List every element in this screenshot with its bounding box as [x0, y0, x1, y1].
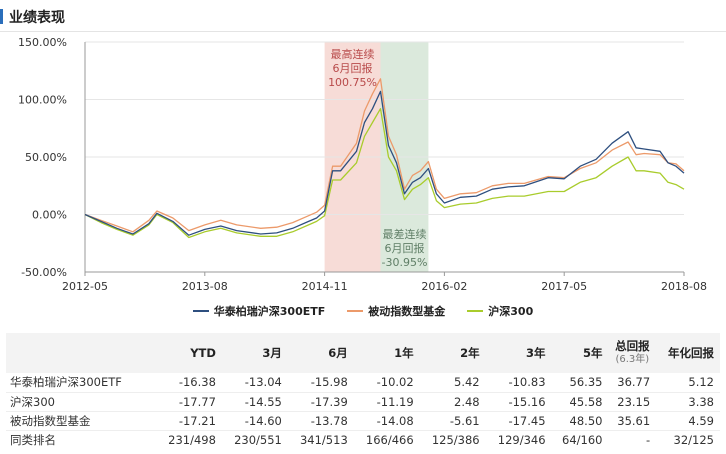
- table-cell: -: [646, 432, 651, 447]
- best-period-label: 6月回报: [333, 61, 373, 75]
- table-cell: -17.77: [156, 392, 222, 412]
- table-cell: -13.78: [287, 411, 354, 431]
- series-layer: [84, 78, 685, 239]
- worst-period-label: 6月回报: [384, 241, 424, 255]
- table-cell: 125/386: [431, 432, 480, 447]
- table-cell: -17.21: [156, 411, 222, 431]
- table-header-3m: 3月: [221, 333, 288, 373]
- y-tick-label: 50.00%: [25, 151, 67, 164]
- table-row: 沪深300 -17.77 -14.55 -17.39 -11.19 2.48 -…: [6, 392, 720, 412]
- table-cell: 231/498: [168, 432, 216, 447]
- table-cell: -13.04: [221, 373, 288, 393]
- y-tick-label: 150.00%: [18, 36, 67, 49]
- table-cell: 35.61: [608, 411, 657, 431]
- table-header-6m: 6月: [287, 333, 354, 373]
- table-cell: 56.35: [551, 373, 609, 393]
- table-cell: 48.50: [551, 411, 609, 431]
- table-header-total-label: 总回报: [615, 339, 650, 353]
- page-title: 业绩表现: [9, 10, 65, 26]
- legend-swatch-index: [467, 310, 484, 312]
- table-header-1y: 1年: [353, 333, 420, 373]
- table-cell: 5.42: [419, 373, 486, 393]
- table-cell: 5.12: [656, 373, 720, 393]
- table-cell: 36.77: [608, 373, 657, 393]
- table-header-annualized: 年化回报: [656, 333, 720, 373]
- table-cell: 129/346: [497, 432, 546, 447]
- table-header-total-sub: (6.3年): [615, 354, 650, 365]
- table-header-3y: 3年: [485, 333, 552, 373]
- chart-legend: 华泰柏瑞沪深300ETF 被动指数型基金 沪深300: [0, 300, 726, 322]
- table-cell: 32/125: [673, 432, 714, 447]
- table-row: 被动指数型基金 -17.21 -14.60 -13.78 -14.08 -5.6…: [6, 411, 720, 431]
- table-header-row: YTD 3月 6月 1年 2年 3年 5年 总回报 (6.3年) 年化回报: [6, 333, 720, 373]
- x-tick-label: 2018-08: [661, 280, 707, 293]
- table-cell: -10.83: [485, 373, 552, 393]
- series-line-index: [84, 108, 685, 239]
- x-tick-label: 2014-11: [302, 280, 348, 293]
- table-header-2y: 2年: [419, 333, 486, 373]
- series-line-fund: [84, 90, 685, 236]
- table-cell: -14.55: [221, 392, 288, 412]
- x-tick-label: 2013-08: [182, 280, 228, 293]
- table-cell: -14.60: [221, 411, 288, 431]
- table-cell: 沪深300: [6, 392, 156, 412]
- table-cell: 被动指数型基金: [6, 411, 156, 431]
- y-tick-label: -50.00%: [21, 266, 67, 279]
- legend-label-fund: 华泰柏瑞沪深300ETF: [213, 305, 326, 318]
- table-cell: 23.15: [608, 392, 657, 412]
- legend-item-passive[interactable]: 被动指数型基金: [347, 303, 445, 319]
- legend-item-index[interactable]: 沪深300: [467, 303, 533, 319]
- table-header-blank: [6, 333, 156, 373]
- table-cell: -5.61: [419, 411, 486, 431]
- worst-period-label: 最差连续: [382, 227, 426, 241]
- table-cell: -17.45: [485, 411, 552, 431]
- table-cell: 2.48: [419, 392, 486, 412]
- table-header-5y: 5年: [551, 333, 609, 373]
- table-cell: 230/551: [234, 432, 282, 447]
- table-cell: 45.58: [551, 392, 609, 412]
- x-tick-label: 2012-05: [62, 280, 108, 293]
- x-tick-label: 2017-05: [541, 280, 587, 293]
- table-cell: 341/513: [299, 432, 348, 447]
- table-cell: -10.02: [353, 373, 420, 393]
- table-cell: 3.38: [656, 392, 720, 412]
- table-cell: 同类排名: [10, 432, 56, 447]
- performance-line-chart: 150.00% 100.00% 50.00% 0.00% -50.00%2012-05 2…: [18, 36, 707, 293]
- best-period-label: 100.75%: [328, 76, 377, 89]
- series-line-passive: [84, 78, 685, 233]
- performance-table: YTD 3月 6月 1年 2年 3年 5年 总回报 (6.3年) 年化回报 华泰…: [6, 333, 720, 449]
- table-header-total: 总回报 (6.3年): [608, 333, 657, 373]
- table-row: 同类排名 231/498 230/551 341/513 166/466 125…: [6, 430, 720, 449]
- legend-label-passive: 被动指数型基金: [368, 305, 446, 318]
- table-cell: 64/160: [562, 432, 603, 447]
- legend-item-fund[interactable]: 华泰柏瑞沪深300ETF: [192, 303, 326, 319]
- best-period-label: 最高连续: [331, 47, 375, 61]
- y-tick-label: 100.00%: [18, 94, 67, 107]
- table-cell: -15.16: [485, 392, 552, 412]
- table-cell: 华泰柏瑞沪深300ETF: [6, 373, 156, 393]
- table-cell: -16.38: [156, 373, 222, 393]
- table-cell: -11.19: [353, 392, 420, 412]
- table-header-ytd: YTD: [156, 333, 222, 373]
- table-row: 华泰柏瑞沪深300ETF -16.38 -13.04 -15.98 -10.02…: [6, 373, 720, 393]
- header-accent-bar: [0, 9, 3, 24]
- worst-period-label: -30.95%: [382, 256, 428, 269]
- y-tick-label: 0.00%: [32, 209, 67, 222]
- table-cell: -14.08: [353, 411, 420, 431]
- legend-label-index: 沪深300: [488, 305, 534, 318]
- table-cell: 166/466: [365, 432, 414, 447]
- table-cell: 4.59: [656, 411, 720, 431]
- section-header: 业绩表现: [0, 0, 726, 32]
- axis-layer: 150.00% 100.00% 50.00% 0.00% -50.00%2012-05 2…: [18, 36, 707, 293]
- table-cell: -15.98: [287, 373, 354, 393]
- legend-swatch-passive: [347, 310, 364, 312]
- legend-swatch-fund: [192, 310, 209, 312]
- x-tick-label: 2016-02: [421, 280, 467, 293]
- table-cell: -17.39: [287, 392, 354, 412]
